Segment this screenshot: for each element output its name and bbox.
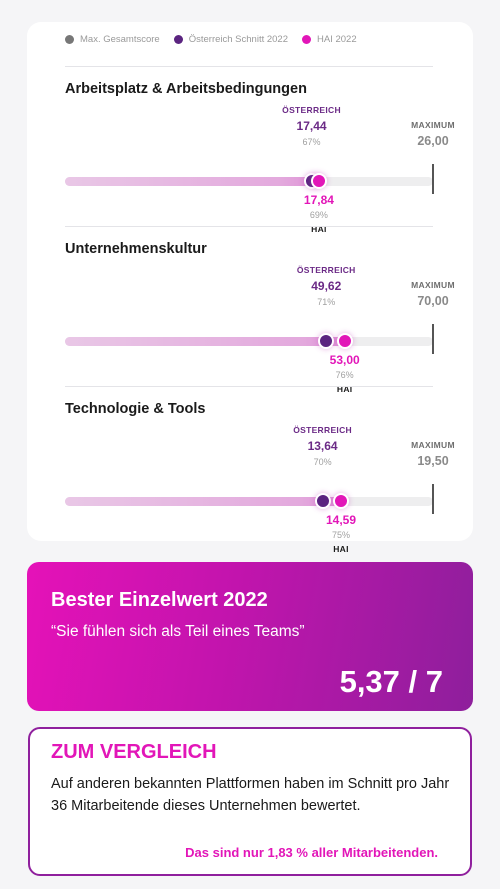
score-card: Max. Gesamtscore Österreich Schnitt 2022… [27, 22, 473, 541]
comparison-note: Das sind nur 1,83 % aller Mitarbeitenden… [185, 845, 438, 860]
legend-item-austria: Österreich Schnitt 2022 [174, 34, 288, 45]
legend-dot-austria [174, 35, 183, 44]
legend-label: HAI 2022 [317, 34, 357, 45]
score-section: Unternehmenskultur ÖSTERREICH 49,62 71% … [27, 241, 473, 401]
austria-marker [318, 333, 334, 349]
score-fill [65, 337, 345, 346]
hai-marker [311, 173, 327, 189]
austria-marker [315, 493, 331, 509]
austria-label: ÖSTERREICH [272, 105, 352, 115]
hai-percent: 69% [279, 210, 359, 220]
section-title: Arbeitsplatz & Arbeitsbedingungen [65, 81, 307, 97]
legend-item-hai: HAI 2022 [302, 34, 357, 45]
austria-label: ÖSTERREICH [283, 425, 363, 435]
austria-value: 13,64 [283, 439, 363, 453]
hai-value: 17,84 [279, 193, 359, 207]
hai-marker [333, 493, 349, 509]
maximum-value: 26,00 [393, 134, 473, 148]
maximum-line [432, 484, 434, 514]
hai-percent: 75% [301, 530, 381, 540]
austria-value: 49,62 [286, 279, 366, 293]
best-quote: “Sie fühlen sich als Teil eines Teams” [51, 623, 305, 641]
maximum-label: MAXIMUM [393, 440, 473, 450]
hai-label: HAI [301, 544, 381, 554]
legend-dot-max [65, 35, 74, 44]
maximum-value: 19,50 [393, 454, 473, 468]
austria-label: ÖSTERREICH [286, 265, 366, 275]
austria-percent: 71% [286, 297, 366, 307]
hai-value: 53,00 [305, 353, 385, 367]
maximum-line [432, 324, 434, 354]
best-score: 5,37 / 7 [340, 664, 443, 700]
maximum-value: 70,00 [393, 294, 473, 308]
best-title: Bester Einzelwert 2022 [51, 589, 268, 612]
austria-percent: 67% [272, 137, 352, 147]
score-fill [65, 177, 319, 186]
comparison-card: ZUM VERGLEICH Auf anderen bekannten Plat… [28, 727, 472, 876]
comparison-text: Auf anderen bekannten Plattformen haben … [51, 773, 451, 817]
legend-label: Österreich Schnitt 2022 [189, 34, 288, 45]
score-section: Arbeitsplatz & Arbeitsbedingungen ÖSTERR… [27, 81, 473, 241]
section-title: Unternehmenskultur [65, 241, 207, 257]
section-title: Technologie & Tools [65, 401, 205, 417]
austria-value: 17,44 [272, 119, 352, 133]
maximum-label: MAXIMUM [393, 280, 473, 290]
austria-percent: 70% [283, 457, 363, 467]
divider [65, 226, 433, 227]
hai-marker [337, 333, 353, 349]
legend-dot-hai [302, 35, 311, 44]
divider [65, 66, 433, 67]
legend-item-max: Max. Gesamtscore [65, 34, 160, 45]
score-section: Technologie & Tools ÖSTERREICH 13,64 70%… [27, 401, 473, 561]
maximum-label: MAXIMUM [393, 120, 473, 130]
best-value-card: Bester Einzelwert 2022 “Sie fühlen sich … [27, 562, 473, 711]
comparison-title: ZUM VERGLEICH [51, 741, 217, 764]
hai-percent: 76% [305, 370, 385, 380]
legend-label: Max. Gesamtscore [80, 34, 160, 45]
divider [65, 386, 433, 387]
maximum-line [432, 164, 434, 194]
hai-value: 14,59 [301, 513, 381, 527]
legend: Max. Gesamtscore Österreich Schnitt 2022… [65, 34, 371, 45]
score-fill [65, 497, 341, 506]
